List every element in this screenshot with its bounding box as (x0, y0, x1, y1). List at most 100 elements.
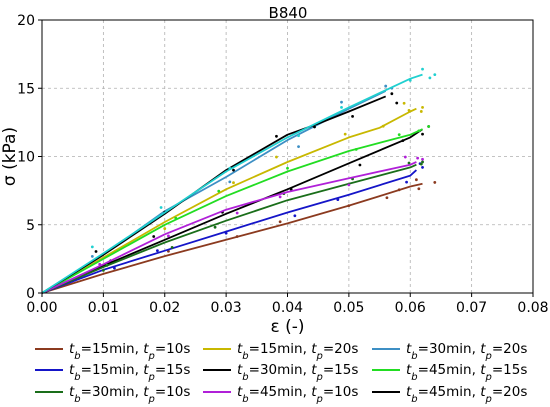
x-tick-label: 0.04 (272, 300, 303, 316)
data-point (419, 162, 423, 166)
data-point (397, 133, 401, 137)
data-point (433, 73, 437, 76)
data-point (163, 227, 167, 230)
data-point (313, 125, 316, 129)
legend-item: tb=30min, tp=20s (372, 341, 527, 362)
data-point (101, 268, 105, 272)
series-3 (41, 162, 424, 294)
data-point (395, 101, 399, 105)
y-axis-title: σ (kPa) (0, 127, 20, 186)
series-line (41, 169, 418, 294)
series-6 (41, 160, 424, 294)
data-point (421, 157, 424, 161)
data-point (417, 129, 421, 133)
data-point (407, 161, 411, 165)
series-9 (41, 67, 437, 294)
data-point (167, 234, 170, 238)
x-axis-title: ε (-) (271, 317, 305, 337)
data-point (235, 211, 239, 215)
data-point (427, 125, 431, 128)
chart-title: B840 (269, 4, 308, 22)
legend-label: tb=30min, tp=20s (406, 341, 527, 362)
series-line (41, 73, 423, 294)
legend-label: tb=45min, tp=20s (406, 384, 527, 405)
data-point (297, 134, 300, 138)
series-line (41, 182, 423, 294)
data-point (275, 155, 278, 159)
data-point (421, 160, 424, 164)
data-point (289, 187, 293, 191)
x-tick-label: 0.02 (149, 300, 180, 316)
data-point (297, 145, 300, 149)
data-point (174, 216, 178, 220)
x-tick-label: 0.05 (333, 300, 364, 316)
legend-label: tb=30min, tp=15s (237, 362, 358, 383)
data-point (385, 196, 389, 200)
data-point (94, 250, 98, 253)
series-line (41, 95, 387, 294)
data-point (403, 155, 407, 159)
data-point (213, 225, 217, 229)
x-tick-label: 0.00 (26, 300, 57, 316)
data-point (152, 235, 156, 238)
data-point (421, 166, 424, 169)
data-point (228, 180, 232, 184)
data-point (232, 168, 235, 172)
data-point (397, 188, 401, 192)
y-tick-label: 0 (26, 286, 35, 302)
data-point (421, 67, 424, 71)
data-point (414, 178, 418, 182)
data-point (228, 166, 232, 170)
data-point (433, 181, 437, 184)
legend-label: tb=15min, tp=20s (237, 341, 358, 362)
data-point (407, 108, 411, 112)
legend-label: tb=30min, tp=10s (69, 384, 190, 405)
data-point (170, 246, 174, 249)
data-point (159, 206, 163, 209)
y-tick-label: 15 (17, 81, 35, 97)
legend-item: tb=30min, tp=10s (35, 384, 190, 405)
data-point (293, 214, 297, 218)
data-point (358, 163, 362, 167)
data-point (343, 132, 347, 136)
x-tick-label: 0.08 (517, 300, 548, 316)
legend-item: tb=45min, tp=10s (203, 384, 358, 405)
series-0 (41, 178, 437, 294)
data-point (336, 198, 340, 202)
legend-item: tb=15min, tp=20s (203, 341, 358, 362)
data-point (428, 76, 432, 80)
x-tick-label: 0.06 (395, 300, 426, 316)
legend-item: tb=45min, tp=15s (372, 362, 527, 383)
y-tick-label: 20 (17, 13, 35, 29)
x-tick-label: 0.01 (88, 300, 119, 316)
legend-item: tb=30min, tp=15s (203, 362, 358, 383)
data-point (90, 245, 94, 249)
data-point (340, 105, 343, 109)
data-point (98, 262, 102, 266)
data-point (408, 78, 412, 82)
data-point (421, 105, 424, 109)
data-point (390, 92, 394, 96)
y-tick-label: 5 (26, 218, 35, 234)
series-line (41, 128, 423, 294)
data-point (402, 101, 406, 105)
data-point (421, 132, 424, 136)
legend-label: tb=45min, tp=10s (237, 384, 358, 405)
legend: tb=15min, tp=10s tb=15min, tp=20s tb=30min… (35, 341, 527, 405)
data-point (278, 220, 282, 224)
data-point (235, 235, 239, 238)
legend-item: tb=15min, tp=10s (35, 341, 190, 362)
data-point (232, 181, 235, 185)
series-7 (41, 155, 424, 294)
data-point (278, 195, 282, 199)
data-point (419, 110, 423, 113)
data-point (347, 183, 351, 187)
series-1 (41, 101, 424, 294)
data-point (113, 266, 116, 270)
data-point (384, 84, 388, 88)
legend-label: tb=45min, tp=15s (406, 362, 527, 383)
data-point (275, 134, 278, 138)
data-point (340, 100, 343, 104)
data-point (416, 156, 420, 160)
